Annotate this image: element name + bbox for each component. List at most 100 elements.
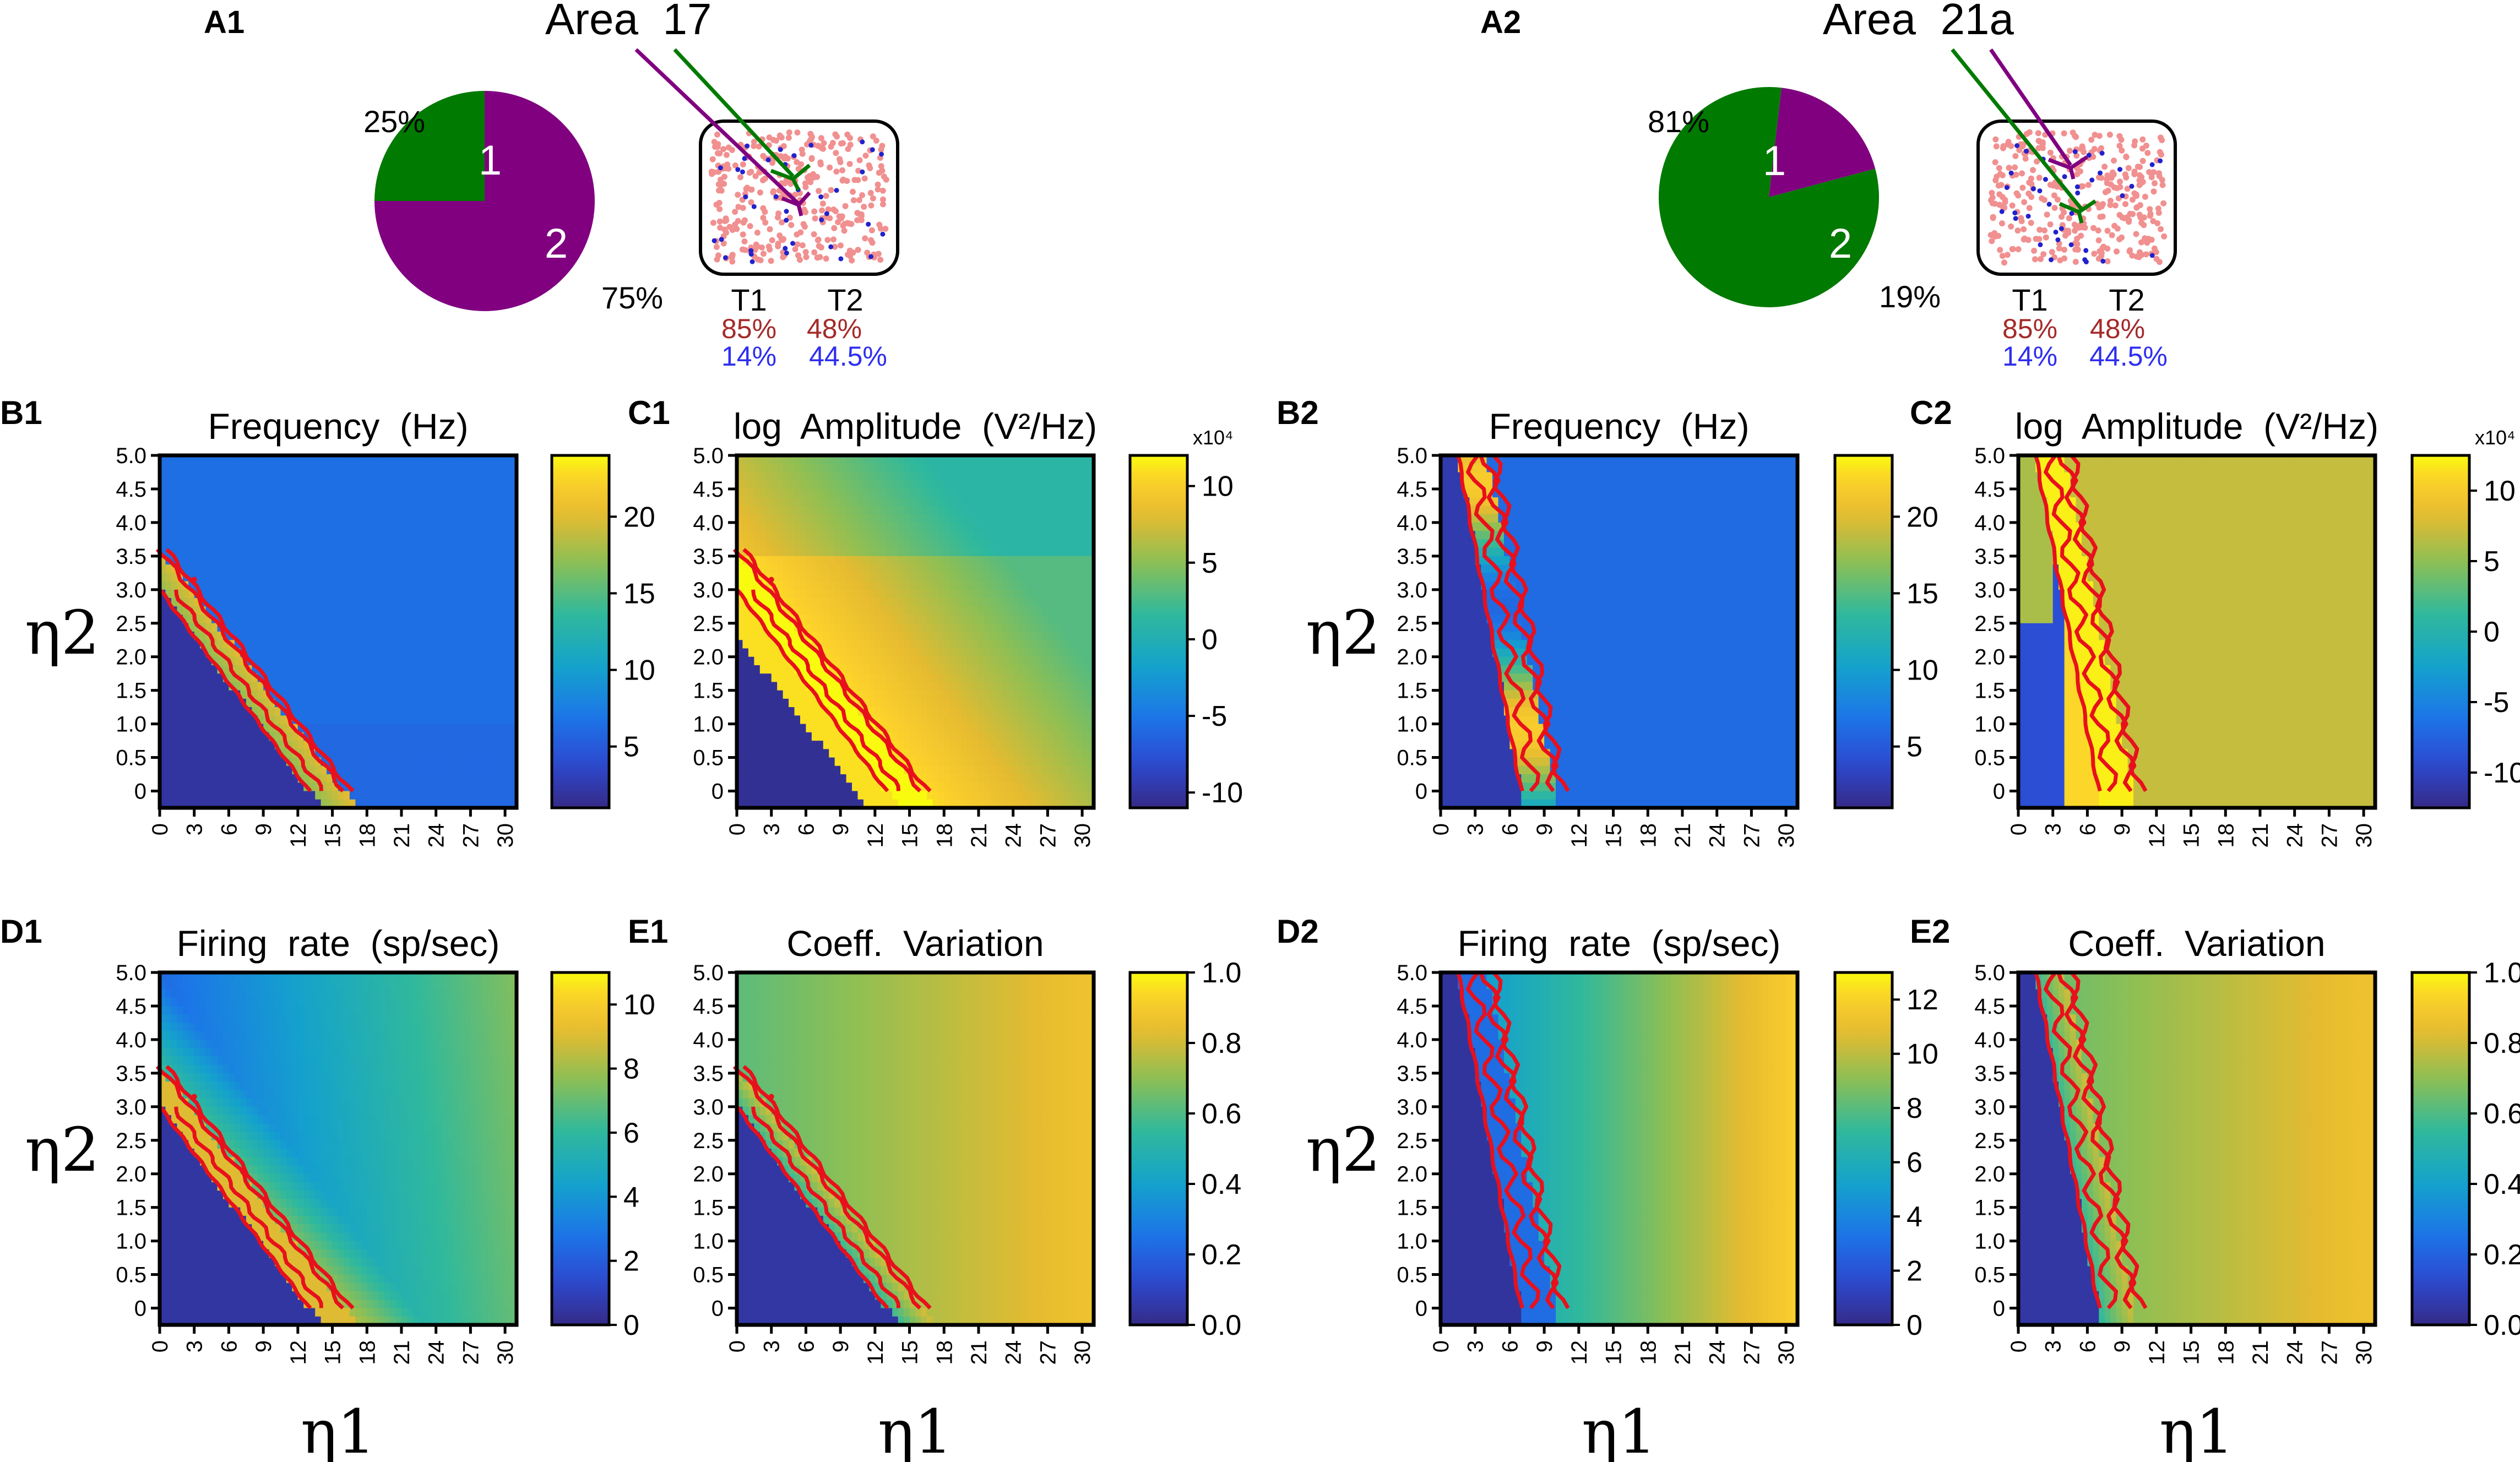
- heatmap-cell: [263, 606, 270, 616]
- heatmap-cell: [794, 573, 801, 582]
- heatmap-cell: [892, 455, 899, 465]
- heatmap-cell: [217, 506, 224, 515]
- heatmap-cell: [863, 472, 870, 481]
- heatmap-cell: [321, 698, 327, 708]
- heatmap-cell: [470, 506, 477, 515]
- heatmap-cell: [846, 749, 852, 758]
- heatmap-cell: [783, 581, 789, 590]
- heatmap-cell: [909, 547, 916, 557]
- heatmap-cell: [367, 615, 373, 624]
- heatmap-cell: [436, 690, 442, 699]
- heatmap-cell: [188, 506, 195, 515]
- heatmap-cell: [349, 640, 356, 649]
- neuron-dot: [846, 247, 853, 254]
- heatmap-cell: [372, 799, 379, 808]
- heatmap-cell: [297, 782, 305, 792]
- heatmap-cell: [464, 673, 471, 683]
- heatmap-cell: [759, 506, 767, 515]
- heatmap-cell: [436, 547, 442, 557]
- heatmap-cell: [742, 741, 749, 750]
- heatmap-cell: [817, 774, 824, 784]
- heatmap-cell: [321, 539, 327, 548]
- heatmap-cell: [800, 749, 807, 758]
- heatmap-cell: [789, 632, 795, 641]
- heatmap-cell: [205, 707, 212, 716]
- heatmap-cell: [447, 573, 454, 582]
- heatmap-cell: [817, 464, 824, 473]
- heatmap-cell: [493, 581, 500, 590]
- neuron-dot: [715, 181, 722, 188]
- heatmap-cell: [800, 497, 807, 507]
- neuron-dot: [2133, 253, 2140, 260]
- heatmap-cell: [476, 732, 483, 741]
- heatmap-cell: [915, 615, 922, 624]
- neuron-dot: [2122, 171, 2128, 178]
- heatmap-cell: [338, 455, 345, 465]
- heatmap-cell: [459, 690, 465, 699]
- heatmap-cell: [464, 648, 471, 657]
- heatmap-cell: [915, 488, 922, 498]
- heatmap-cell: [412, 464, 420, 473]
- heatmap-cell: [442, 648, 448, 657]
- heatmap-cell: [737, 455, 743, 465]
- heatmap-cell: [892, 547, 899, 557]
- neuron-dot: [792, 246, 799, 253]
- neuron-dot: [1996, 165, 2002, 171]
- heatmap-cell: [938, 682, 945, 691]
- neuron-dot: [775, 214, 781, 221]
- heatmap-cell: [327, 522, 333, 531]
- heatmap-cell: [487, 682, 494, 691]
- heatmap-cell: [754, 640, 761, 649]
- neuron-dot-blue: [834, 188, 839, 193]
- heatmap-cell: [470, 606, 477, 616]
- heatmap-cell: [806, 615, 812, 624]
- heatmap-cell: [829, 782, 835, 792]
- heatmap-cell: [269, 640, 275, 649]
- heatmap-cell: [309, 522, 316, 531]
- heatmap-cell: [355, 741, 362, 750]
- heatmap-cell: [229, 506, 235, 515]
- neuron-dot: [867, 190, 874, 196]
- heatmap-cell: [470, 791, 477, 800]
- heatmap-cell: [436, 464, 442, 473]
- heatmap-cell: [794, 506, 801, 515]
- heatmap-cell: [783, 547, 789, 557]
- heatmap-cell: [442, 573, 448, 582]
- heatmap-cell: [470, 589, 477, 599]
- heatmap-cell: [234, 497, 241, 507]
- heatmap-cell: [263, 799, 270, 808]
- heatmap-cell: [332, 623, 339, 632]
- neuron-dot: [859, 192, 865, 198]
- heatmap-cell: [453, 573, 460, 582]
- heatmap-cell: [303, 707, 310, 716]
- heatmap-cell: [493, 506, 500, 515]
- heatmap-cell: [510, 564, 517, 574]
- heatmap-cell: [338, 640, 345, 649]
- heatmap-cell: [205, 732, 212, 741]
- heatmap-cell: [829, 741, 835, 750]
- heatmap-cell: [823, 573, 830, 582]
- heatmap-cell: [881, 539, 887, 548]
- heatmap-cell: [188, 765, 195, 775]
- heatmap-cell: [510, 506, 517, 515]
- heatmap-cell: [447, 665, 454, 674]
- heatmap-cell: [875, 464, 882, 473]
- heatmap-cell: [315, 522, 322, 531]
- heatmap-cell: [938, 757, 945, 767]
- heatmap-cell: [263, 472, 270, 481]
- heatmap-cell: [499, 749, 506, 758]
- neuron-dot: [830, 206, 837, 213]
- heatmap-cell: [459, 724, 465, 733]
- heatmap-cell: [748, 564, 755, 574]
- heatmap-cell: [811, 640, 818, 649]
- heatmap-cell: [419, 765, 425, 775]
- heatmap-cell: [846, 715, 852, 725]
- heatmap-cell: [493, 455, 500, 465]
- heatmap-cell: [390, 573, 397, 582]
- neuron-dot: [2139, 136, 2146, 143]
- heatmap-cell: [436, 665, 442, 674]
- heatmap-cell: [292, 556, 298, 565]
- heatmap-cell: [412, 799, 420, 808]
- heatmap-cell: [742, 589, 749, 599]
- heatmap-cell: [395, 741, 402, 750]
